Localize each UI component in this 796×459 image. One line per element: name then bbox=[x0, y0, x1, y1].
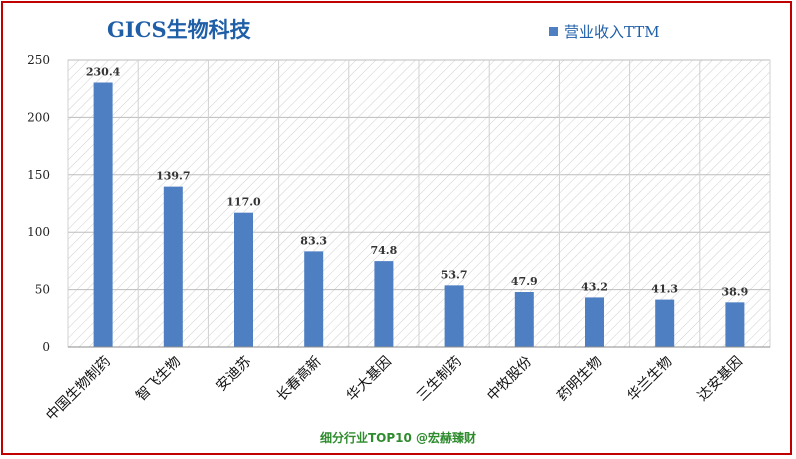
bar bbox=[163, 186, 183, 347]
x-tick-label: 华兰生物 bbox=[625, 354, 676, 405]
y-tick-label: 150 bbox=[27, 168, 50, 182]
bar bbox=[374, 261, 394, 347]
x-tick-label: 中牧股份 bbox=[484, 354, 535, 405]
bar bbox=[444, 285, 464, 347]
data-label: 41.3 bbox=[651, 283, 678, 296]
data-label: 43.2 bbox=[581, 280, 608, 293]
y-tick-label: 250 bbox=[27, 53, 50, 67]
footer-caption: 细分行业TOP10 @宏赫臻财 bbox=[319, 431, 477, 445]
bar bbox=[725, 302, 745, 347]
data-label: 83.3 bbox=[300, 234, 327, 247]
bar bbox=[304, 251, 324, 347]
data-label: 74.8 bbox=[371, 244, 398, 257]
bars bbox=[93, 82, 745, 348]
x-axis: 中国生物制药 智飞生物 安迪苏 长春高新 华大基因 三生制药 中牧股份 药明生物 华兰生物 达安基… bbox=[43, 346, 770, 425]
bar bbox=[234, 212, 253, 347]
data-label: 53.7 bbox=[441, 268, 468, 281]
data-label: 38.9 bbox=[722, 285, 749, 298]
data-labels: 230.4 139.7 117.0 83.3 74.8 53.7 47.9 43.2 41.3 3… bbox=[86, 66, 748, 299]
chart-title: GICS生物科技 bbox=[107, 17, 251, 42]
bar bbox=[514, 292, 534, 347]
legend: 营业收入TTM bbox=[549, 21, 660, 42]
x-tick-label: 药明生物 bbox=[554, 354, 605, 405]
legend-label: 营业收入TTM bbox=[564, 23, 660, 41]
x-tick-label: 安迪苏 bbox=[213, 354, 254, 395]
y-tick-label: 200 bbox=[27, 110, 50, 124]
bar bbox=[93, 82, 113, 348]
data-label: 230.4 bbox=[86, 66, 121, 79]
y-tick-label: 50 bbox=[35, 283, 50, 297]
x-tick-label: 达安基因 bbox=[694, 353, 746, 405]
x-tick-label: 智飞生物 bbox=[133, 354, 184, 405]
data-label: 117.0 bbox=[226, 196, 261, 209]
y-tick-label: 0 bbox=[42, 340, 50, 354]
bar bbox=[585, 297, 604, 347]
y-axis: 0 50 100 150 200 250 bbox=[27, 53, 50, 354]
x-tick-label: 三生制药 bbox=[414, 354, 465, 405]
data-label: 47.9 bbox=[511, 275, 538, 288]
x-tick-label: 华大基因 bbox=[343, 353, 395, 405]
x-tick-label: 中国生物制药 bbox=[43, 354, 114, 425]
data-label: 139.7 bbox=[156, 170, 190, 183]
y-tick-label: 100 bbox=[27, 225, 50, 239]
legend-swatch bbox=[549, 27, 558, 36]
bar bbox=[655, 299, 675, 347]
x-tick-label: 长春高新 bbox=[273, 353, 325, 405]
